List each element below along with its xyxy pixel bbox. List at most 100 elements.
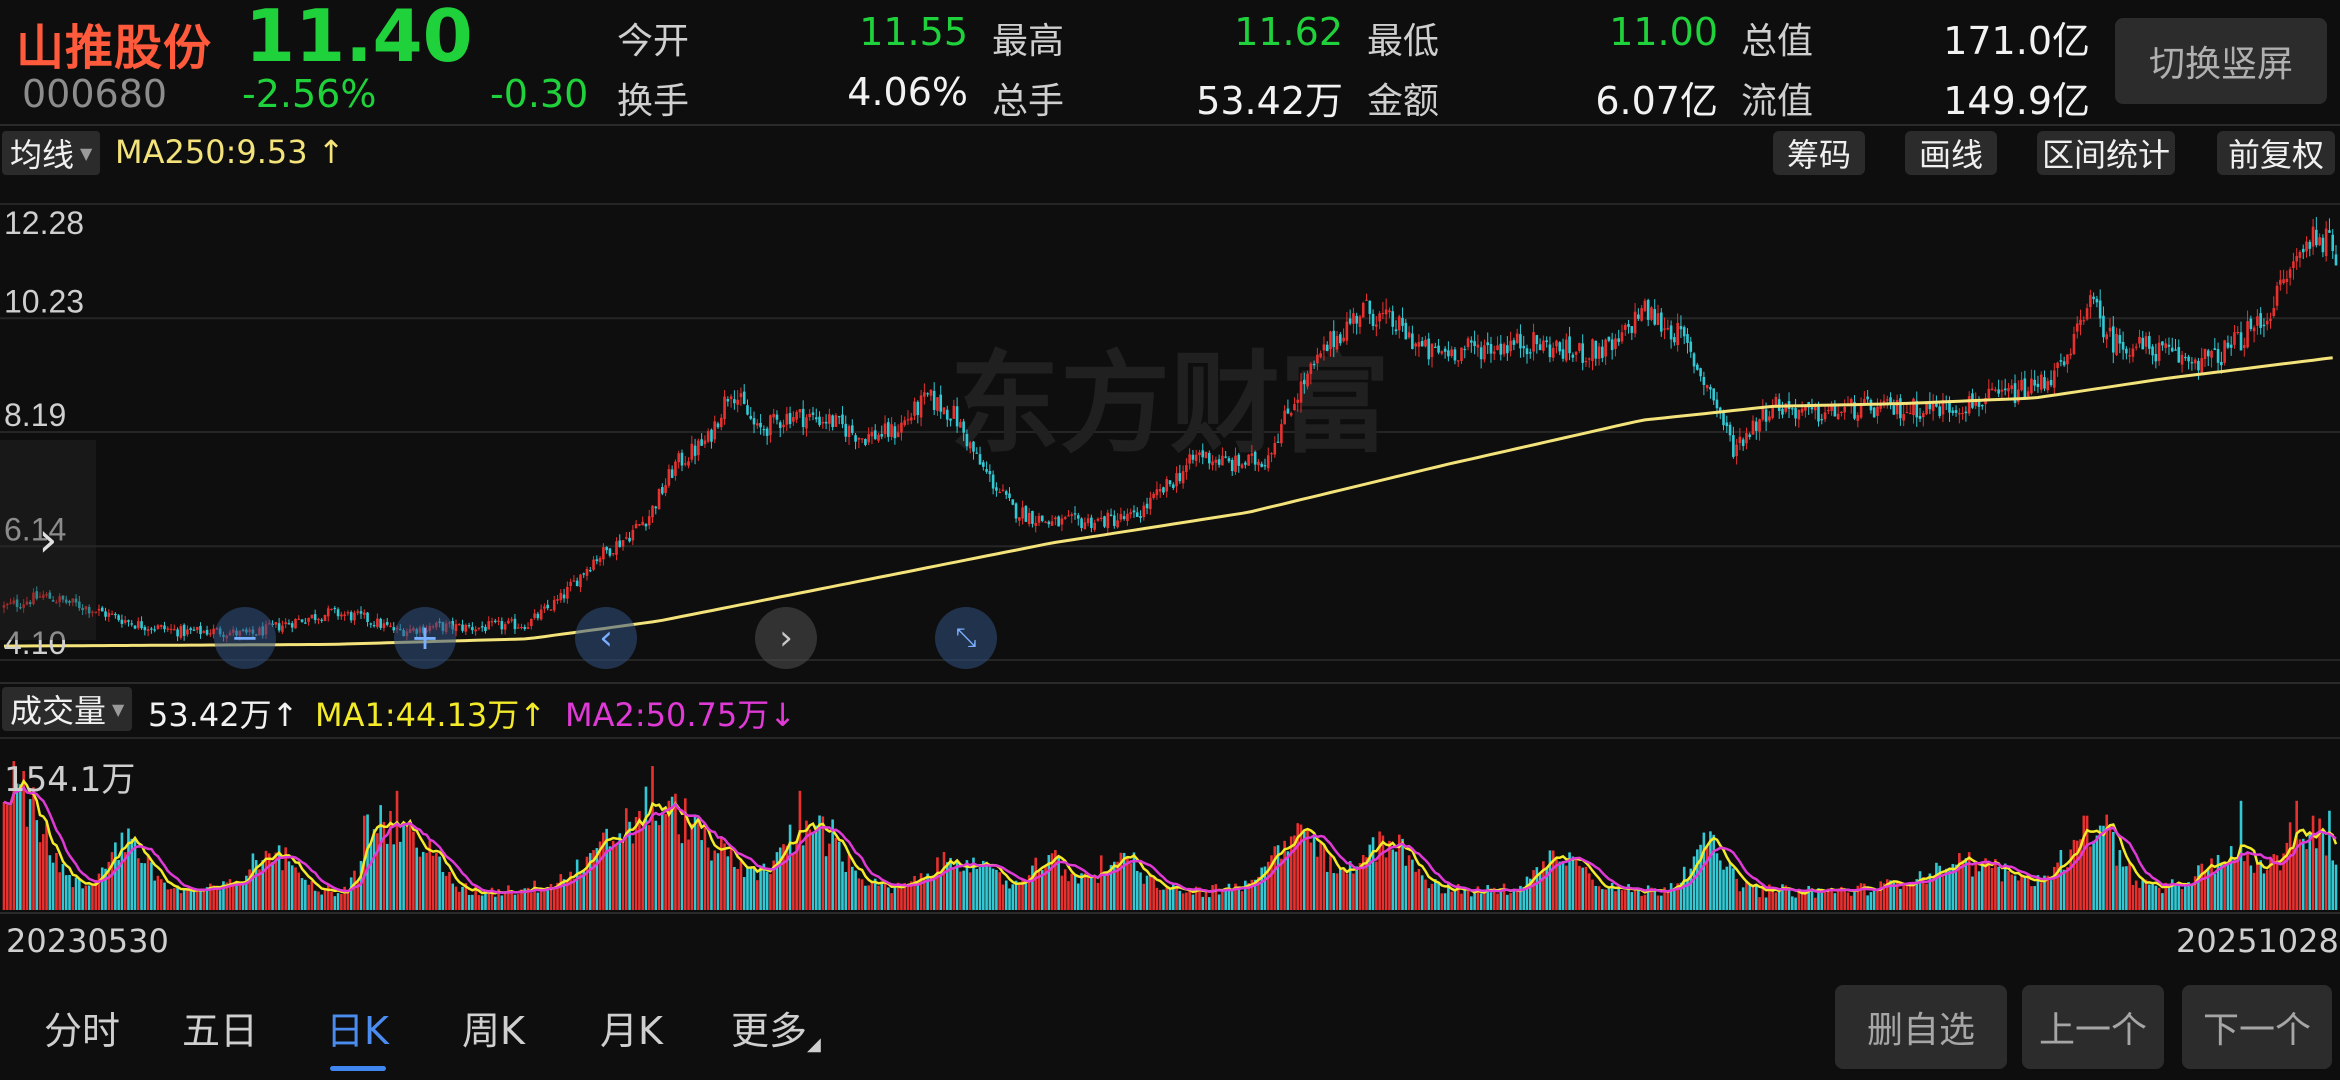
volume-chart[interactable]: [0, 737, 2340, 912]
volume-bar: [254, 860, 258, 910]
pan-right-icon[interactable]: ›: [755, 607, 817, 669]
candle-body: [1961, 412, 1964, 415]
tab-daily-k[interactable]: 日K: [326, 1009, 389, 1053]
candle-body: [2256, 316, 2259, 326]
chips-button[interactable]: 筹码: [1773, 131, 1865, 175]
volume-bar: [493, 896, 497, 910]
volume-bar: [837, 841, 841, 910]
volume-bar: [834, 837, 838, 910]
volume-bar: [1633, 889, 1637, 910]
previous-stock-button[interactable]: 上一个: [2022, 985, 2164, 1069]
volume-bar: [1745, 881, 1748, 910]
candle-body: [814, 417, 818, 420]
volume-bar: [1093, 877, 1096, 910]
volume-bar: [71, 887, 75, 910]
volume-bar: [1931, 880, 1935, 910]
candle-body: [143, 626, 147, 631]
tab-more[interactable]: 更多◢: [731, 1000, 821, 1055]
volume-bar: [1139, 872, 1142, 910]
expand-arrow-icon[interactable]: ›: [0, 440, 96, 640]
candle-body: [120, 619, 124, 624]
volume-bar: [1090, 877, 1093, 910]
volume-bar: [670, 796, 674, 910]
candle-body: [1623, 325, 1627, 330]
volume-bar: [1882, 883, 1886, 910]
switch-portrait-button[interactable]: 切换竖屏: [2115, 18, 2327, 104]
candle-body: [1270, 453, 1273, 455]
volume-bar: [313, 890, 317, 910]
candle-body: [1483, 345, 1486, 360]
volume-bar: [22, 770, 25, 910]
volume-bar: [150, 862, 153, 910]
candle-body: [788, 413, 792, 425]
tab-monthly-k[interactable]: 月K: [600, 1009, 663, 1053]
volume-bar: [1443, 893, 1447, 910]
price-chart[interactable]: 东方财富 12.28 10.23 8.19 6.14 4.10: [0, 182, 2340, 680]
draw-line-button[interactable]: 画线: [1905, 131, 1997, 175]
candle-body: [962, 421, 965, 433]
volume-bar: [48, 855, 52, 910]
zoom-in-icon[interactable]: +: [394, 607, 456, 669]
volume-bar: [421, 851, 425, 910]
candle-body: [497, 620, 500, 622]
stat-label-total-value: 总值: [1741, 21, 1814, 62]
indicator-dropdown[interactable]: 均线 ▼: [2, 131, 101, 175]
candle-body: [945, 409, 949, 420]
candle-body: [2259, 313, 2262, 328]
candle-body: [2272, 308, 2276, 317]
volume-bar: [117, 859, 120, 910]
volume-bar: [1859, 883, 1863, 910]
candle-body: [729, 396, 733, 400]
volume-bar: [2148, 884, 2151, 910]
candle-body: [1302, 379, 1306, 385]
candle-body: [1669, 325, 1673, 340]
tab-intraday[interactable]: 分时: [44, 1009, 121, 1053]
volume-bar: [323, 887, 327, 910]
candle-body: [1718, 407, 1722, 414]
volume-bar: [1987, 864, 1991, 910]
volume-bar: [2092, 840, 2095, 910]
remove-watchlist-button[interactable]: 删自选: [1835, 985, 2007, 1069]
volume-bar: [2089, 846, 2092, 910]
volume-bar: [84, 885, 88, 910]
candle-body: [1073, 513, 1077, 515]
volume-bar: [2220, 863, 2223, 910]
volume-bar: [1797, 889, 1801, 910]
pan-left-icon[interactable]: ‹: [575, 607, 637, 669]
candle-body: [1813, 404, 1817, 411]
volume-bar: [28, 799, 32, 910]
volume-bar: [1830, 889, 1833, 910]
volume-bar: [2164, 882, 2167, 910]
forward-adjust-button[interactable]: 前复权: [2217, 131, 2335, 175]
range-stats-button[interactable]: 区间统计: [2037, 131, 2175, 175]
candle-body: [1607, 336, 1611, 341]
collapse-icon[interactable]: ⤡: [935, 607, 997, 669]
volume-bar: [913, 875, 916, 910]
candle-body: [1466, 338, 1470, 348]
candle-body: [1741, 439, 1745, 446]
zoom-out-icon[interactable]: −: [214, 607, 276, 669]
volume-bar: [1034, 857, 1038, 910]
volume-bar: [526, 887, 530, 910]
candle-body: [608, 548, 612, 556]
volume-bar: [2311, 815, 2315, 910]
volume-bar: [1486, 885, 1490, 910]
tab-weekly-k[interactable]: 周K: [462, 1009, 525, 1053]
candle-body: [2236, 331, 2240, 334]
volume-bar: [1473, 893, 1476, 910]
volume-bar: [1699, 844, 1702, 910]
volume-bar: [1709, 831, 1712, 910]
volume-bar: [1905, 884, 1909, 910]
volume-bar: [860, 879, 864, 910]
volume-bar: [2206, 867, 2210, 910]
volume-bar: [1696, 849, 1699, 910]
candle-body: [1954, 410, 1958, 413]
candle-body: [1224, 456, 1227, 458]
volume-bar: [729, 847, 733, 910]
next-stock-button[interactable]: 下一个: [2182, 985, 2332, 1069]
candle-body: [1928, 401, 1932, 410]
tab-five-day[interactable]: 五日: [182, 1009, 259, 1053]
volume-indicator-dropdown[interactable]: 成交量 ▼: [2, 687, 133, 731]
volume-bar: [1840, 886, 1843, 910]
candle-body: [2069, 353, 2073, 356]
